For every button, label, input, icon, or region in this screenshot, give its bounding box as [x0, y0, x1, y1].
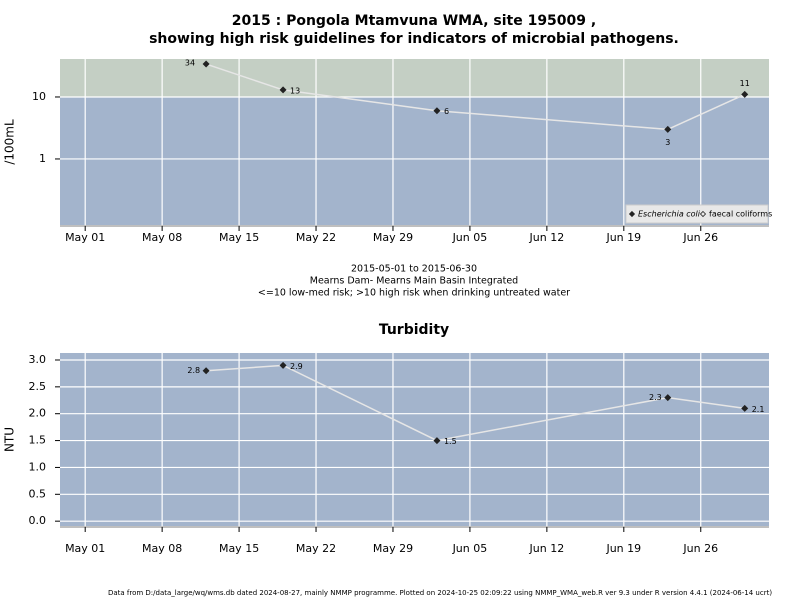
data-point — [664, 125, 672, 133]
note: 2015-05-01 to 2015-06-30 — [351, 264, 477, 275]
y-axis-label: NTU — [3, 427, 17, 452]
x-tick-label: Jun 26 — [682, 231, 718, 244]
data-point — [279, 86, 287, 94]
y-tick-label: 1.0 — [29, 460, 47, 473]
y-tick-label: 2.5 — [29, 380, 47, 393]
y-tick-label: 10 — [32, 90, 46, 103]
data-label: 2.3 — [649, 393, 662, 402]
x-tick-label: May 01 — [65, 231, 105, 244]
data-point — [202, 60, 210, 68]
y-tick-label: 0.0 — [29, 514, 47, 527]
data-label: 11 — [740, 79, 750, 88]
x-tick-label: May 08 — [142, 542, 182, 555]
data-point — [741, 404, 749, 412]
x-tick-label: Jun 12 — [529, 231, 565, 244]
legend-label: faecal coliforms — [709, 210, 772, 219]
data-point — [433, 107, 441, 115]
x-tick-label: Jun 05 — [452, 231, 488, 244]
y-tick-label: 2.0 — [29, 407, 47, 420]
data-point — [433, 437, 441, 445]
plot-background — [60, 353, 769, 526]
data-point — [202, 367, 210, 375]
x-tick-label: Jun 05 — [452, 542, 488, 555]
data-label: 6 — [444, 107, 449, 116]
x-tick-label: May 01 — [65, 542, 105, 555]
x-tick-label: May 22 — [296, 231, 336, 244]
data-point — [741, 90, 749, 98]
x-tick-label: May 15 — [219, 542, 259, 555]
x-tick-label: May 29 — [373, 231, 413, 244]
chart-title: 2015 : Pongola Mtamvuna WMA, site 195009… — [232, 13, 596, 29]
footer: Data from D:/data_large/wq/wms.db dated … — [108, 589, 772, 597]
data-label: 2.9 — [290, 362, 303, 371]
chart-title: showing high risk guidelines for indicat… — [149, 31, 679, 47]
y-axis-label: /100mL — [3, 119, 17, 165]
x-tick-label: May 15 — [219, 231, 259, 244]
legend-marker — [699, 210, 707, 218]
chart-title: Turbidity — [379, 322, 449, 338]
x-tick-label: May 29 — [373, 542, 413, 555]
x-tick-label: May 22 — [296, 542, 336, 555]
x-tick-label: May 08 — [142, 231, 182, 244]
data-label: 3 — [665, 138, 670, 147]
x-tick-label: Jun 19 — [605, 231, 641, 244]
y-tick-label: 0.5 — [29, 487, 47, 500]
data-point — [279, 361, 287, 369]
data-label: 2.1 — [752, 405, 765, 414]
risk-band — [60, 59, 769, 97]
note: Mearns Dam- Mearns Main Basin Integrated — [310, 276, 518, 287]
data-point — [664, 394, 672, 402]
data-label: 2.8 — [187, 366, 200, 375]
y-tick-label: 1.5 — [29, 434, 47, 447]
legend-marker — [628, 210, 636, 218]
y-tick-label: 3.0 — [29, 353, 47, 366]
data-label: 34 — [185, 59, 195, 68]
legend-label: Escherichia coli — [638, 210, 701, 219]
x-tick-label: Jun 19 — [605, 542, 641, 555]
data-label: 13 — [290, 86, 300, 95]
data-label: 1.5 — [444, 437, 457, 446]
x-tick-label: Jun 12 — [529, 542, 565, 555]
y-tick-label: 1 — [39, 152, 46, 165]
legend-box — [625, 204, 769, 224]
x-tick-label: Jun 26 — [682, 542, 718, 555]
note: <=10 low-med risk; >10 high risk when dr… — [258, 288, 570, 299]
